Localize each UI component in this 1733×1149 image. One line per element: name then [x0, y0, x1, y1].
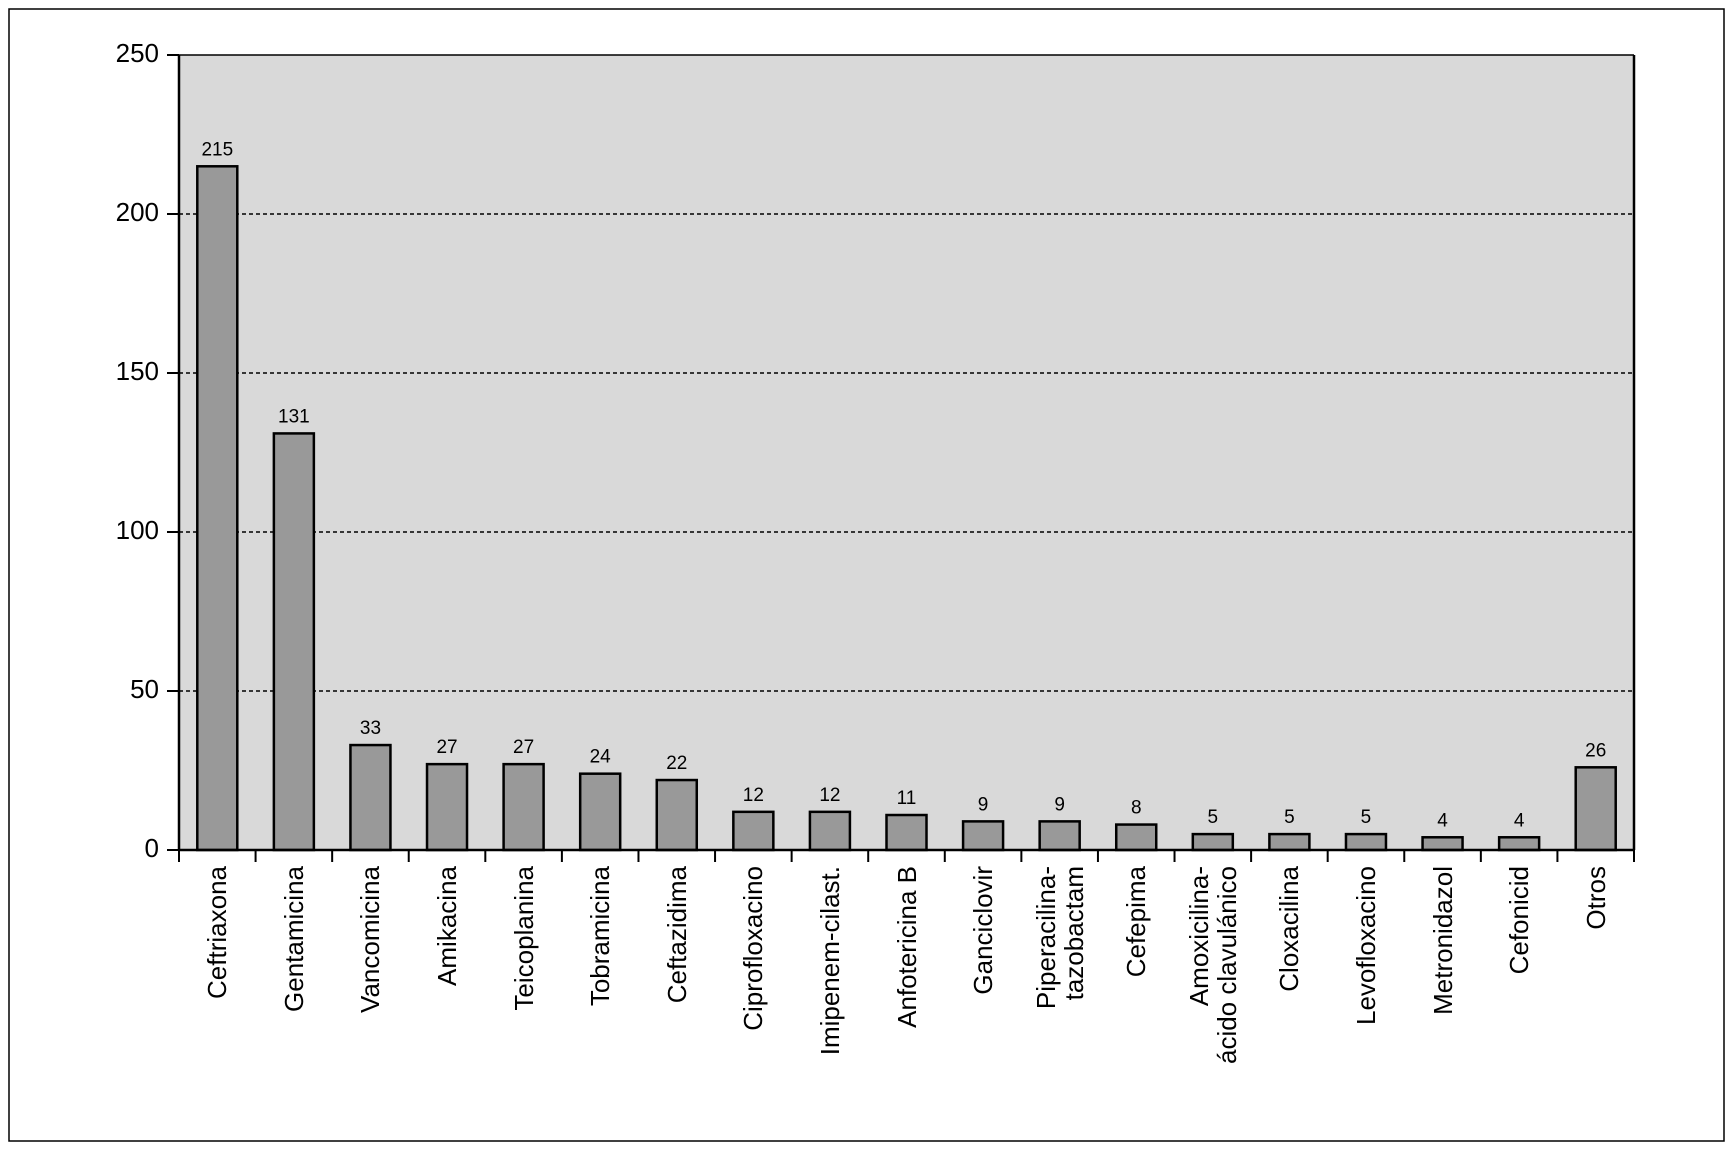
x-tick-label: Ceftriaxona: [202, 866, 233, 999]
frame: [8, 8, 1725, 1142]
y-tick-label: 150: [116, 356, 159, 386]
bar: [1421, 836, 1464, 852]
value-label: 12: [819, 785, 840, 806]
bar: [1268, 832, 1311, 852]
bar: [196, 165, 239, 852]
x-tick-label: Otros: [1580, 866, 1611, 930]
x-tick-label: Metronidazol: [1427, 866, 1458, 1015]
value-label: 4: [1514, 810, 1525, 831]
y-tick-label: 50: [130, 674, 159, 704]
value-label: 22: [666, 753, 687, 774]
plot-area: [179, 55, 1634, 850]
value-label: 5: [1284, 807, 1295, 828]
bar: [808, 810, 852, 852]
y-tick-label: 0: [145, 833, 159, 863]
value-label: 33: [360, 718, 381, 739]
value-label: 11: [897, 788, 917, 809]
bar: [961, 820, 1005, 852]
value-label: 9: [978, 794, 989, 815]
x-tick-label: Cloxacilina: [1274, 866, 1305, 992]
x-tick-label: Anfotericina B: [891, 866, 922, 1028]
bar: [1191, 832, 1235, 852]
y-tick-label: 250: [116, 38, 159, 68]
value-label: 5: [1361, 807, 1372, 828]
bar: [502, 762, 545, 852]
x-tick-label: Ganciclovir: [968, 866, 999, 995]
x-tick-label: Gentamicina: [278, 866, 309, 1012]
bar: [349, 743, 392, 852]
x-tick-label: Cefepima: [1121, 866, 1152, 978]
x-tick-label: Imipenem-cilast.: [814, 866, 845, 1056]
x-tick-label: Teicoplanina: [508, 866, 539, 1011]
bar: [1038, 820, 1081, 852]
bar: [272, 432, 316, 852]
x-tick-label: Ciprofloxacino: [738, 866, 769, 1031]
x-tick-label: Cefonicid: [1504, 866, 1535, 975]
x-tick-label: Amikacina: [432, 866, 463, 986]
bar: [425, 762, 469, 852]
bar: [732, 810, 775, 852]
bar: [578, 772, 622, 852]
value-label: 24: [590, 747, 612, 768]
value-label: 27: [436, 737, 457, 758]
value-label: 26: [1585, 740, 1606, 761]
bar: [1574, 766, 1617, 852]
value-label: 8: [1131, 798, 1142, 819]
bar: [1344, 832, 1388, 852]
value-label: 27: [513, 737, 534, 758]
bar: [885, 813, 928, 852]
x-tick-label: Levofloxacino: [1350, 866, 1381, 1025]
value-label: 12: [743, 785, 764, 806]
value-label: 5: [1208, 807, 1219, 828]
x-tick-label: Amoxicilina- ácido clavulánico: [1183, 866, 1242, 1065]
bar: [1114, 823, 1158, 852]
bar: [655, 778, 699, 852]
value-label: 131: [278, 406, 310, 427]
x-tick-label: Tobramicina: [585, 866, 616, 1007]
x-tick-label: Vancomicina: [355, 866, 386, 1013]
value-label: 215: [201, 139, 233, 160]
value-label: 4: [1437, 810, 1448, 831]
y-tick-label: 200: [116, 197, 159, 227]
bar: [1497, 836, 1541, 852]
y-tick-label: 100: [116, 515, 159, 545]
x-tick-label: Piperacilina- tazobactam: [1030, 866, 1089, 1010]
value-label: 9: [1054, 794, 1065, 815]
x-tick-label: Ceftazidima: [661, 866, 692, 1004]
